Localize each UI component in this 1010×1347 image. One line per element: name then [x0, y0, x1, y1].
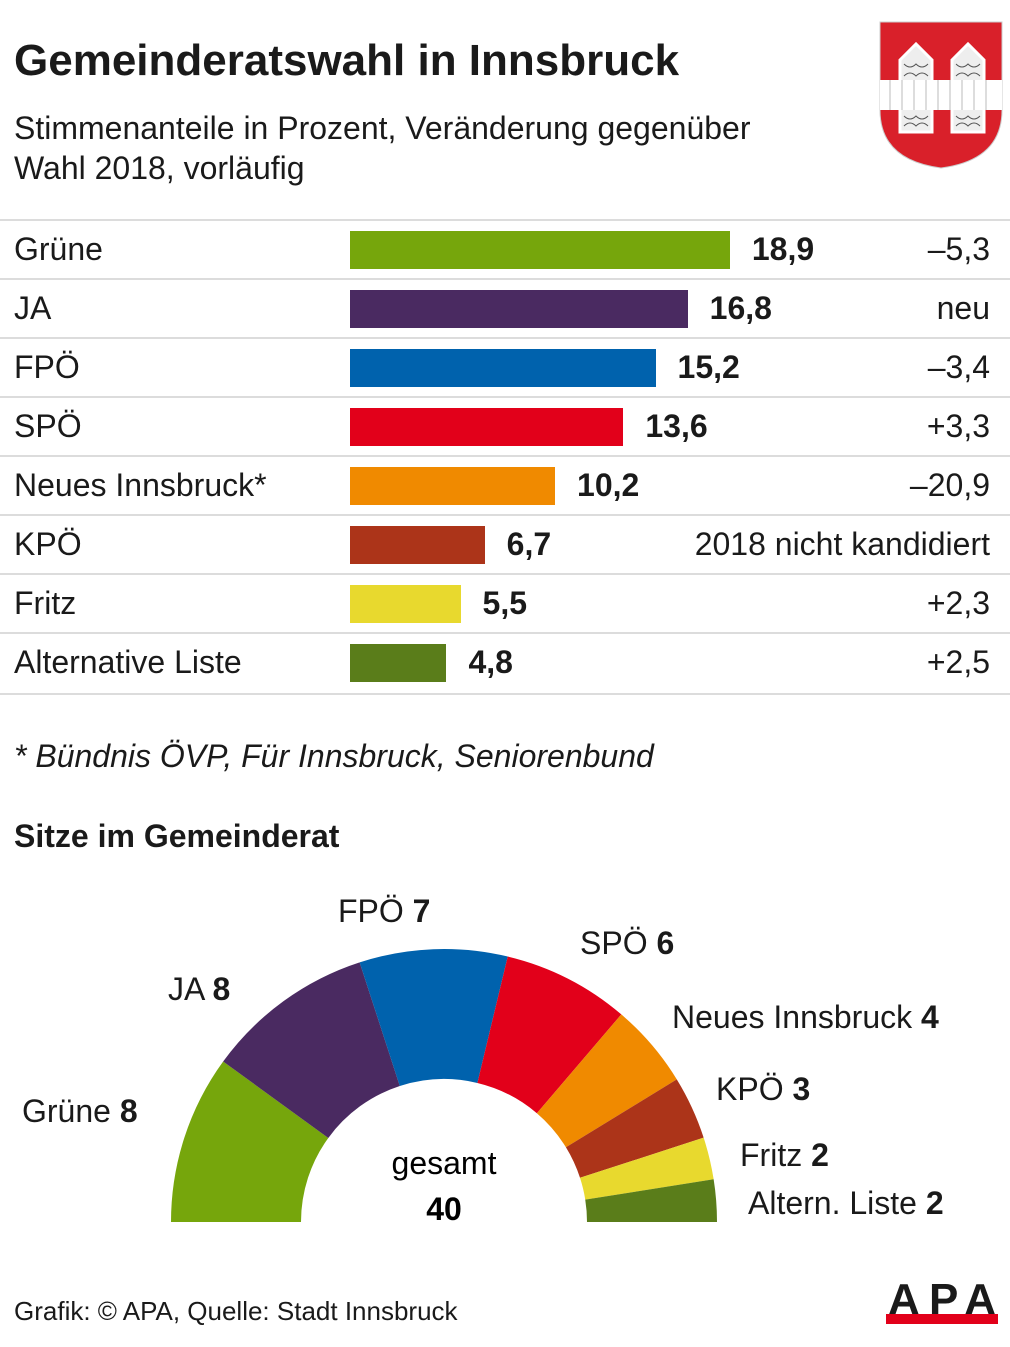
seat-count: 4 [921, 999, 939, 1035]
bar [350, 408, 624, 446]
seat-count: 7 [413, 893, 431, 929]
party-label: Grüne [14, 231, 103, 267]
seat-party-name: SPÖ [580, 925, 648, 961]
seats-chart-title: Sitze im Gemeinderat [14, 818, 340, 854]
bar [350, 585, 461, 623]
seat-count: 6 [656, 925, 674, 961]
bar [350, 467, 556, 505]
party-label: FPÖ [14, 349, 80, 385]
change-label: 2018 nicht kandidiert [694, 526, 990, 562]
party-label: JA [14, 290, 52, 326]
party-label: SPÖ [14, 408, 82, 444]
seat-segment [565, 1079, 704, 1178]
change-label: +2,5 [926, 644, 990, 680]
change-label: +3,3 [926, 408, 990, 444]
seat-segment [536, 1014, 677, 1148]
bar [350, 231, 730, 269]
seat-party-name: Neues Innsbruck [672, 999, 913, 1035]
page-title: Gemeinderatswahl in Innsbruck [14, 36, 680, 85]
seat-party-name: Altern. Liste [748, 1185, 917, 1221]
bar [350, 526, 485, 564]
seat-label: Grüne 8 [22, 1093, 138, 1129]
change-label: –3,4 [927, 349, 990, 385]
seat-label: Neues Innsbruck 4 [672, 999, 939, 1035]
seat-party-name: FPÖ [338, 893, 404, 929]
seat-label: FPÖ 7 [338, 893, 430, 929]
party-label: KPÖ [14, 526, 82, 562]
bar-value-label: 4,8 [468, 644, 513, 680]
seat-count: 2 [926, 1185, 944, 1221]
total-label: gesamt [392, 1145, 497, 1181]
bar-value-label: 16,8 [709, 290, 772, 326]
seat-segment [585, 1179, 717, 1222]
seat-count: 3 [792, 1071, 810, 1107]
seat-count: 8 [212, 971, 230, 1007]
coat-of-arms-logo [879, 21, 1003, 169]
party-label: Fritz [14, 585, 77, 621]
party-label: Neues Innsbruck* [14, 467, 267, 503]
table-row: Alternative Liste 4,8 +2,5 [0, 632, 1010, 695]
subtitle: Stimmenanteile in Prozent, Veränderung g… [14, 110, 751, 186]
party-label: Alternative Liste [14, 644, 242, 680]
apa-logo: APA [886, 1278, 998, 1324]
bar-value-label: 10,2 [577, 467, 640, 503]
seat-label: SPÖ 6 [580, 925, 674, 961]
seat-segment [171, 1061, 329, 1222]
bar-value-label: 15,2 [677, 349, 740, 385]
seat-party-name: Fritz [740, 1137, 802, 1173]
seat-label: Fritz 2 [740, 1137, 829, 1173]
seat-segment [580, 1137, 714, 1200]
seat-segment [359, 949, 508, 1086]
change-label: –20,9 [909, 467, 990, 503]
table-row: FPÖ 15,2 –3,4 [0, 337, 1010, 398]
seat-label: JA 8 [168, 971, 230, 1007]
seat-party-name: Grüne [22, 1093, 111, 1129]
seat-party-name: JA [168, 971, 206, 1007]
seat-count: 8 [120, 1093, 138, 1129]
total-value: 40 [426, 1191, 462, 1227]
table-row: Neues Innsbruck* 10,2 –20,9 [0, 455, 1010, 516]
change-label: –5,3 [927, 231, 990, 267]
bar-value-label: 6,7 [506, 526, 552, 562]
seat-party-name: KPÖ [716, 1071, 784, 1107]
seat-segment [223, 962, 400, 1138]
table-row: JA 16,8 neu [0, 278, 1010, 339]
table-row: Grüne 18,9 –5,3 [0, 219, 1010, 280]
seat-label: Altern. Liste 2 [748, 1185, 944, 1221]
bar [350, 290, 688, 328]
bar-value-label: 5,5 [482, 585, 528, 621]
seat-segment [477, 956, 622, 1114]
bar [350, 349, 656, 387]
seat-label: KPÖ 3 [716, 1071, 810, 1107]
bar-value-label: 18,9 [751, 231, 815, 267]
table-row: Fritz 5,5 +2,3 [0, 573, 1010, 634]
change-label: +2,3 [926, 585, 990, 621]
seat-count: 2 [811, 1137, 829, 1173]
table-row: KPÖ 6,7 2018 nicht kandidiert [0, 514, 1010, 575]
table-row: SPÖ 13,6 +3,3 [0, 396, 1010, 457]
change-label: neu [936, 290, 990, 326]
source-credit: Grafik: © APA, Quelle: Stadt Innsbruck [14, 1296, 458, 1326]
bar-value-label: 13,6 [645, 408, 708, 444]
bar [350, 644, 447, 682]
footnote: * Bündnis ÖVP, Für Innsbruck, Seniorenbu… [14, 738, 654, 774]
